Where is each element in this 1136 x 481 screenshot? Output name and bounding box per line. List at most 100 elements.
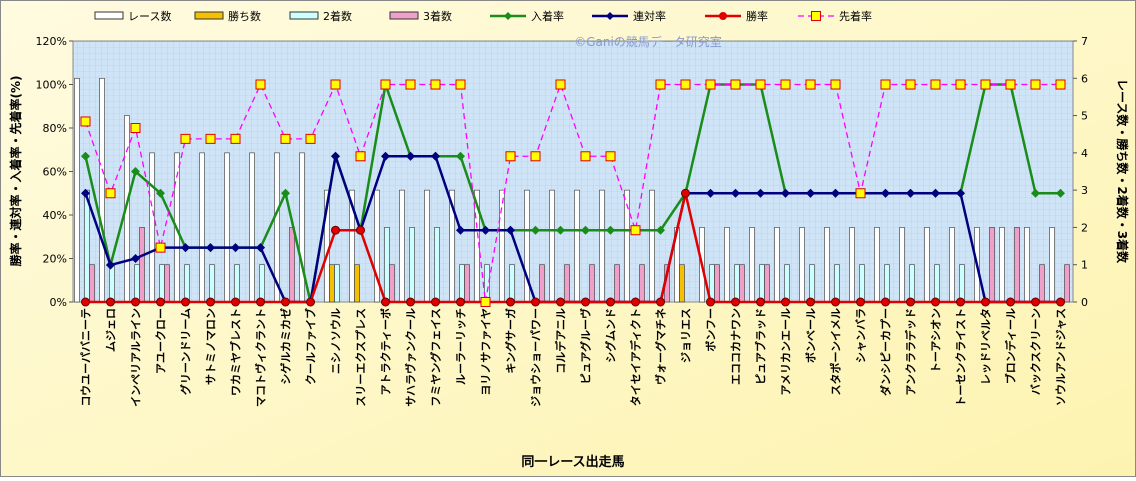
x-tick-label: キングサーガ: [504, 308, 518, 374]
marker: [706, 297, 715, 307]
x-tick-label: シグムンド: [604, 308, 618, 363]
x-tick-label: ニシノソウル: [330, 308, 343, 374]
bar: [109, 264, 115, 303]
marker: [581, 297, 590, 307]
marker: [406, 151, 415, 161]
marker: [480, 297, 491, 307]
marker: [105, 188, 116, 199]
x-tick-label: エココカナワン: [730, 308, 743, 385]
bar: [434, 227, 440, 303]
marker: [856, 297, 865, 307]
y-axis-title: 勝率・連対率・入着率・先着率(%): [8, 76, 23, 267]
y2-tick-label: 3: [1081, 184, 1088, 197]
bar: [464, 264, 470, 303]
x-tick-label: トーアシオン: [930, 308, 943, 373]
marker: [806, 297, 815, 307]
bar: [739, 264, 745, 303]
marker: [581, 225, 590, 235]
bar: [334, 264, 340, 303]
legend-label: 連対率: [633, 9, 666, 23]
marker: [380, 79, 391, 90]
legend-label: 勝ち数: [228, 9, 261, 23]
marker: [331, 225, 340, 235]
marker: [405, 79, 416, 90]
marker: [1055, 79, 1066, 90]
marker: [706, 188, 715, 198]
x-tick-label: サトミノマロン: [205, 308, 218, 385]
marker: [81, 297, 90, 307]
legend-marker: [606, 12, 614, 20]
x-tick-label: アンクララデッド: [904, 308, 918, 396]
bar: [849, 227, 855, 303]
marker: [855, 188, 866, 199]
bar: [329, 264, 335, 303]
marker: [955, 79, 966, 90]
bar: [734, 264, 740, 303]
watermark: ©Ganiの競馬データ研究室: [574, 34, 722, 49]
marker: [305, 133, 316, 144]
marker: [280, 133, 291, 144]
marker: [980, 79, 991, 90]
marker: [531, 297, 540, 307]
x-tick-label: コウユーパバニーテ: [80, 308, 93, 406]
bar: [199, 152, 205, 303]
marker: [830, 79, 841, 90]
bar: [1014, 227, 1020, 303]
marker: [906, 188, 915, 198]
bar: [614, 264, 620, 303]
marker: [431, 151, 440, 161]
bar: [679, 264, 685, 303]
x-tick-label: コルデアニル: [554, 308, 568, 374]
bar: [539, 264, 545, 303]
marker: [580, 151, 591, 162]
marker: [556, 225, 565, 235]
marker: [731, 297, 740, 307]
marker: [81, 188, 90, 198]
x-tick-label: シゲルカミカゼ: [279, 308, 293, 385]
legend-marker: [504, 12, 512, 20]
marker: [1030, 79, 1041, 90]
y-tick-label: 60%: [43, 166, 67, 179]
bar: [574, 189, 580, 303]
y-tick-label: 0%: [50, 296, 67, 309]
legend-swatch: [389, 11, 419, 20]
legend-swatch: [94, 11, 124, 20]
marker: [330, 79, 341, 90]
x-tick-label: グリーンドリーム: [179, 308, 193, 395]
marker: [680, 79, 691, 90]
bar: [759, 264, 765, 303]
marker: [406, 297, 415, 307]
x-tick-label: レッドリベルタ: [980, 308, 993, 385]
bar: [799, 227, 805, 303]
x-axis-title: 同一レース出走馬: [521, 454, 624, 470]
bar: [714, 264, 720, 303]
bar: [354, 264, 360, 303]
bar: [649, 189, 655, 303]
y-tick-label: 100%: [36, 79, 67, 92]
x-tick-label: マコトヴィクラント: [254, 308, 268, 407]
marker: [655, 79, 666, 90]
bar: [149, 152, 155, 303]
y2-tick-label: 1: [1081, 259, 1088, 272]
marker: [681, 188, 690, 198]
legend: レース数 勝ち数 2着数 3着数 入着率 連対率 勝率 先着率: [94, 9, 872, 23]
legend-label: 入着率: [531, 9, 564, 23]
marker: [781, 188, 790, 198]
legend-label: 先着率: [839, 9, 872, 23]
marker: [881, 297, 890, 307]
x-tick-label: ワカミヤブレスト: [229, 308, 243, 396]
marker: [281, 297, 290, 307]
y-tick-label: 40%: [43, 209, 67, 222]
bar: [764, 264, 770, 303]
bar: [589, 264, 595, 303]
marker: [180, 133, 191, 144]
marker: [905, 79, 916, 90]
bar: [389, 264, 395, 303]
bar: [164, 264, 170, 303]
marker: [630, 225, 641, 236]
marker: [306, 297, 315, 307]
bar: [959, 264, 965, 303]
bar: [784, 264, 790, 303]
bar: [1039, 264, 1045, 303]
marker: [456, 151, 465, 161]
